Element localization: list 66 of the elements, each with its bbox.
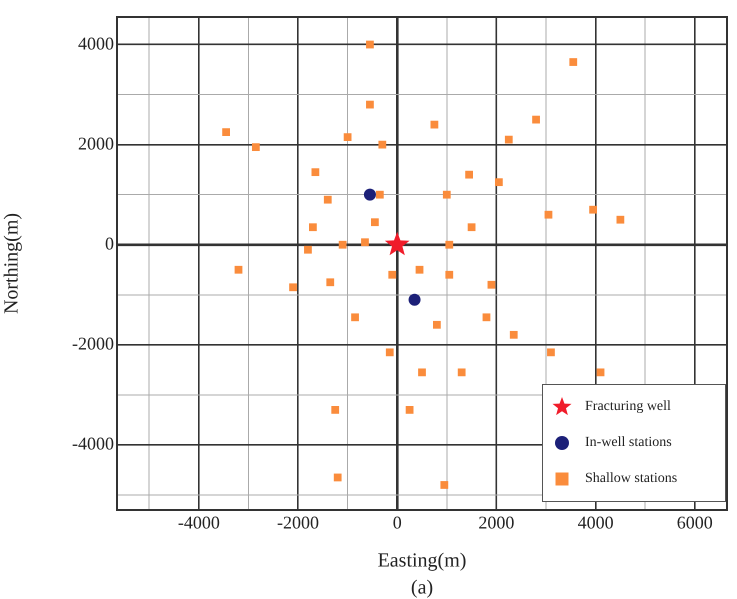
point bbox=[334, 474, 342, 482]
text: (a) bbox=[410, 576, 434, 598]
point bbox=[432, 320, 441, 329]
point bbox=[370, 218, 379, 226]
point bbox=[416, 266, 424, 274]
point bbox=[384, 232, 410, 256]
point bbox=[544, 210, 552, 219]
point bbox=[440, 481, 448, 489]
point bbox=[338, 240, 347, 249]
point bbox=[589, 206, 597, 214]
point bbox=[408, 294, 421, 306]
point bbox=[482, 313, 490, 322]
point bbox=[331, 406, 340, 414]
point bbox=[616, 216, 624, 224]
legend-label: In-well stations bbox=[585, 435, 672, 451]
point bbox=[569, 58, 578, 66]
point bbox=[445, 270, 454, 279]
point bbox=[418, 368, 426, 376]
point bbox=[234, 266, 242, 274]
point bbox=[311, 168, 320, 176]
y-tick-label: 4000 bbox=[78, 33, 114, 54]
point bbox=[430, 120, 438, 128]
point bbox=[504, 136, 513, 144]
x-tick-label: 2000 bbox=[478, 512, 514, 533]
y-tick-label: 0 bbox=[105, 233, 114, 254]
legend-label: Shallow stations bbox=[585, 471, 678, 487]
point bbox=[442, 190, 451, 199]
point bbox=[366, 40, 374, 48]
point bbox=[252, 143, 260, 152]
y-tick-label: -4000 bbox=[72, 434, 114, 454]
point bbox=[304, 246, 312, 254]
point bbox=[361, 238, 369, 246]
x-axis-title: Easting(m) bbox=[378, 549, 466, 572]
legend-label: Fracturing well bbox=[585, 399, 671, 415]
point bbox=[406, 406, 414, 414]
point bbox=[532, 116, 540, 124]
y-tick-label: -2000 bbox=[72, 334, 114, 354]
point bbox=[386, 348, 394, 356]
point bbox=[309, 223, 317, 232]
point bbox=[596, 368, 604, 376]
point bbox=[289, 283, 297, 292]
x-tick-label: 6000 bbox=[676, 512, 713, 533]
point bbox=[547, 348, 555, 356]
point bbox=[326, 278, 334, 286]
point bbox=[324, 196, 332, 204]
point bbox=[364, 188, 376, 201]
x-tick-label: -4000 bbox=[178, 512, 220, 533]
x-tick-label: 4000 bbox=[578, 512, 614, 533]
point bbox=[445, 240, 454, 249]
x-tick-label: 0 bbox=[392, 512, 402, 533]
point bbox=[458, 368, 466, 376]
x-tick-label: -2000 bbox=[277, 512, 320, 533]
y-axis-title: Northing(m) bbox=[0, 212, 22, 314]
point bbox=[388, 270, 396, 279]
point bbox=[344, 133, 352, 142]
point bbox=[494, 178, 503, 186]
y-tick-label: 2000 bbox=[78, 133, 114, 154]
point bbox=[510, 330, 518, 339]
point bbox=[376, 190, 384, 199]
point bbox=[222, 128, 230, 136]
point bbox=[378, 140, 386, 149]
point bbox=[488, 280, 496, 289]
point bbox=[351, 313, 359, 322]
point bbox=[468, 223, 476, 232]
point bbox=[366, 100, 374, 108]
point bbox=[465, 170, 474, 179]
